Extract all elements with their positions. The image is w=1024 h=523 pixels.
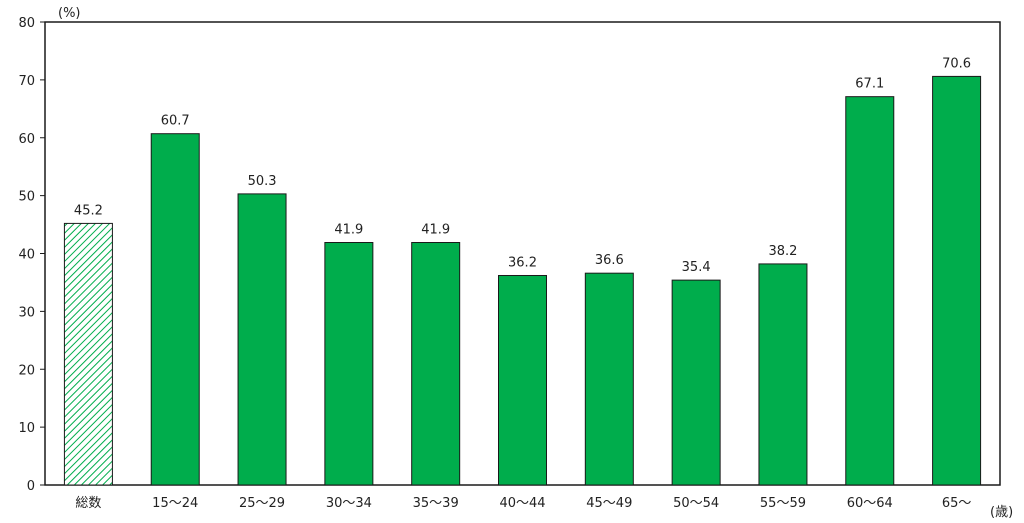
value-label: 36.2 [508, 255, 537, 270]
y-tick-label: 0 [27, 479, 35, 494]
x-tick-label: 50〜54 [673, 496, 719, 511]
y-tick-label: 30 [18, 305, 35, 320]
x-tick-label: 25〜29 [239, 496, 285, 511]
value-label: 41.9 [421, 223, 450, 238]
value-label: 45.2 [74, 203, 103, 218]
bars [63, 75, 982, 486]
y-tick-label: 70 [18, 74, 35, 89]
bar-45〜49 [584, 272, 634, 486]
value-label: 38.2 [768, 244, 797, 259]
y-tick-label: 80 [18, 16, 35, 31]
y-tick-label: 60 [18, 132, 35, 147]
x-tick-label: 30〜34 [326, 496, 372, 511]
x-tick-label: 40〜44 [499, 496, 545, 511]
x-tick-label: 55〜59 [760, 496, 806, 511]
y-tick-label: 50 [18, 190, 35, 205]
value-label: 36.6 [595, 253, 624, 268]
x-tick-label: 60〜64 [847, 496, 893, 511]
x-tick-label: 35〜39 [413, 496, 459, 511]
bar-30〜34 [324, 242, 374, 486]
value-label: 50.3 [248, 174, 277, 189]
x-tick-label: 総数 [75, 496, 101, 511]
y-axis-ticks: 0 10 20 30 40 50 60 70 80 [18, 16, 45, 494]
bar-25〜29 [237, 193, 287, 486]
bar-total [63, 222, 113, 486]
y-tick-label: 40 [18, 248, 35, 263]
bar-60〜64 [845, 96, 895, 486]
y-tick-label: 20 [18, 363, 35, 378]
x-tick-label: 15〜24 [152, 496, 198, 511]
value-label: 70.6 [942, 56, 971, 71]
value-label: 67.1 [855, 77, 884, 92]
y-tick-label: 10 [18, 421, 35, 436]
bar-65〜 [932, 75, 982, 486]
value-label: 41.9 [334, 223, 363, 238]
x-axis-unit-label: (歳) [990, 505, 1013, 520]
bar-35〜39 [411, 242, 461, 486]
bar-50〜54 [671, 279, 721, 486]
value-label: 35.4 [682, 260, 711, 275]
x-tick-label: 45〜49 [586, 496, 632, 511]
y-axis-unit-label: (%) [58, 6, 81, 21]
bar-40〜44 [498, 274, 547, 486]
value-labels: 45.2 60.7 50.3 41.9 41.9 36.2 36.6 35.4 38.2 67.1… [74, 56, 971, 275]
bar-55〜59 [758, 263, 808, 486]
x-tick-label: 65〜 [942, 496, 972, 511]
value-label: 60.7 [161, 114, 190, 129]
x-axis-ticks: 総数 15〜24 25〜29 30〜34 35〜39 40〜44 45〜49 50〜54 55〜… [75, 496, 971, 511]
bar-15〜24 [150, 133, 200, 486]
